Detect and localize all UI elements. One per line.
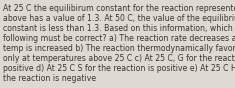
Text: positive d) At 25 C S for the reaction is positive e) At 25 C H for: positive d) At 25 C S for the reaction i… — [3, 64, 235, 73]
Text: following must be correct? a) The reaction rate decreases as the: following must be correct? a) The reacti… — [3, 34, 235, 43]
Text: temp is increased b) The reaction thermodynamically favorable: temp is increased b) The reaction thermo… — [3, 44, 235, 53]
Text: At 25 C the equilibirum constant for the reaction represented: At 25 C the equilibirum constant for the… — [3, 4, 235, 12]
Text: above has a value of 1.3. At 50 C, the value of the equilibrium: above has a value of 1.3. At 50 C, the v… — [3, 14, 235, 23]
Text: constant is less than 1.3. Based on this information, which of the: constant is less than 1.3. Based on this… — [3, 24, 235, 33]
Text: only at temperatures above 25 C c) At 25 C, G for the reaction is: only at temperatures above 25 C c) At 25… — [3, 54, 235, 63]
Text: the reaction is negative: the reaction is negative — [3, 74, 96, 83]
